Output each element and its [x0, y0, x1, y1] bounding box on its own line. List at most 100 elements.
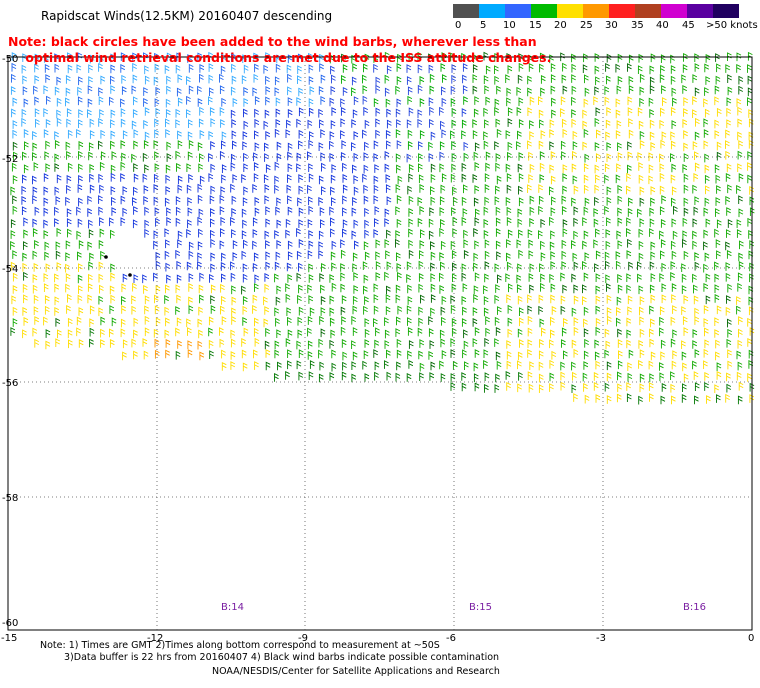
map-title: Rapidscat Winds(12.5KM) 20160407 descend…: [41, 9, 333, 23]
wind-barb: [538, 184, 544, 193]
wind-barb: [43, 230, 49, 239]
wind-barb: [639, 383, 645, 393]
wind-barb: [364, 141, 369, 151]
wind-barb: [650, 294, 656, 304]
wind-barb: [563, 317, 568, 327]
wind-barb: [210, 238, 216, 248]
wind-barb: [441, 173, 447, 182]
wind-barb: [98, 239, 104, 249]
wind-barb: [485, 316, 490, 325]
wind-barb: [121, 86, 127, 95]
y-tick-label: -60: [2, 618, 18, 629]
wind-barb: [329, 317, 335, 327]
wind-barb: [450, 382, 456, 391]
wind-barb: [329, 372, 335, 381]
wind-barb: [461, 130, 466, 139]
wind-barb: [430, 307, 435, 317]
wind-barb: [704, 174, 710, 184]
wind-barb: [208, 63, 214, 72]
wind-barb: [473, 197, 479, 207]
wind-barb: [505, 74, 510, 83]
wind-barb: [726, 249, 732, 259]
wind-barb: [286, 119, 291, 129]
wind-barb: [639, 316, 645, 326]
wind-barb: [276, 329, 282, 338]
wind-barb: [419, 362, 425, 372]
wind-barb: [133, 329, 138, 339]
wind-barb: [440, 338, 446, 348]
contamination-marker: [128, 273, 132, 277]
wind-barb: [518, 185, 523, 195]
wind-barb: [21, 117, 27, 127]
wind-barb: [143, 195, 149, 205]
wind-barb: [265, 240, 270, 249]
wind-barb: [659, 372, 665, 382]
wind-barb: [682, 217, 688, 227]
wind-barb: [155, 217, 160, 227]
wind-barb: [287, 206, 293, 216]
wind-barb: [67, 228, 72, 238]
wind-barb: [528, 383, 534, 393]
wind-barb: [297, 75, 302, 84]
wind-barb: [265, 206, 271, 215]
wind-barb: [219, 73, 224, 83]
wind-barb: [309, 307, 315, 317]
wind-barb: [584, 338, 589, 348]
wind-barb: [648, 97, 654, 107]
wind-barb: [538, 109, 544, 119]
wind-barb: [89, 252, 94, 262]
wind-barb: [342, 195, 347, 205]
wind-barb: [78, 307, 84, 316]
wind-barb: [538, 140, 544, 150]
wind-barb: [188, 250, 194, 260]
wind-barb: [199, 153, 204, 162]
wind-barb: [727, 184, 732, 194]
wind-barb: [659, 119, 665, 129]
wind-barb: [66, 150, 71, 160]
wind-barb: [209, 273, 214, 283]
wind-barb: [296, 227, 301, 237]
wind-barb: [77, 183, 83, 193]
wind-barb: [737, 150, 743, 160]
wind-barb: [637, 261, 642, 271]
wind-barb: [308, 139, 314, 149]
wind-barb: [100, 316, 106, 326]
wind-barb: [540, 282, 545, 292]
wind-barb: [550, 175, 556, 185]
wind-barb: [527, 140, 532, 150]
wind-barb: [550, 85, 556, 95]
wind-barb: [110, 164, 116, 174]
wind-barb: [340, 326, 346, 336]
wind-barb: [441, 350, 447, 359]
wind-barb: [77, 86, 82, 96]
wind-barb: [362, 261, 368, 270]
wind-barb: [694, 87, 700, 97]
wind-barb: [276, 141, 282, 151]
wind-barb: [308, 240, 314, 250]
wind-barb: [165, 108, 171, 118]
wind-barb: [408, 239, 414, 249]
wind-barb: [407, 317, 412, 326]
wind-barb: [209, 87, 214, 97]
wind-barb: [571, 339, 577, 349]
wind-barb: [649, 108, 655, 118]
wind-barb: [176, 260, 182, 270]
wind-barb: [308, 107, 314, 117]
wind-barb: [231, 75, 237, 85]
wind-barb: [549, 383, 554, 392]
wind-barb: [131, 305, 137, 315]
wind-barb: [351, 361, 357, 370]
wind-barb: [672, 230, 678, 240]
wind-barb: [219, 85, 225, 94]
wind-barb: [571, 74, 576, 83]
wind-barb: [451, 74, 457, 84]
wind-barb: [65, 240, 71, 250]
wind-barb: [595, 174, 600, 184]
wind-barb: [386, 140, 391, 150]
wind-barb: [452, 262, 457, 272]
wind-barb: [407, 327, 413, 336]
wind-barb: [582, 260, 587, 270]
wind-barb: [649, 119, 655, 129]
wind-barb: [254, 108, 259, 118]
wind-barb: [242, 305, 248, 315]
